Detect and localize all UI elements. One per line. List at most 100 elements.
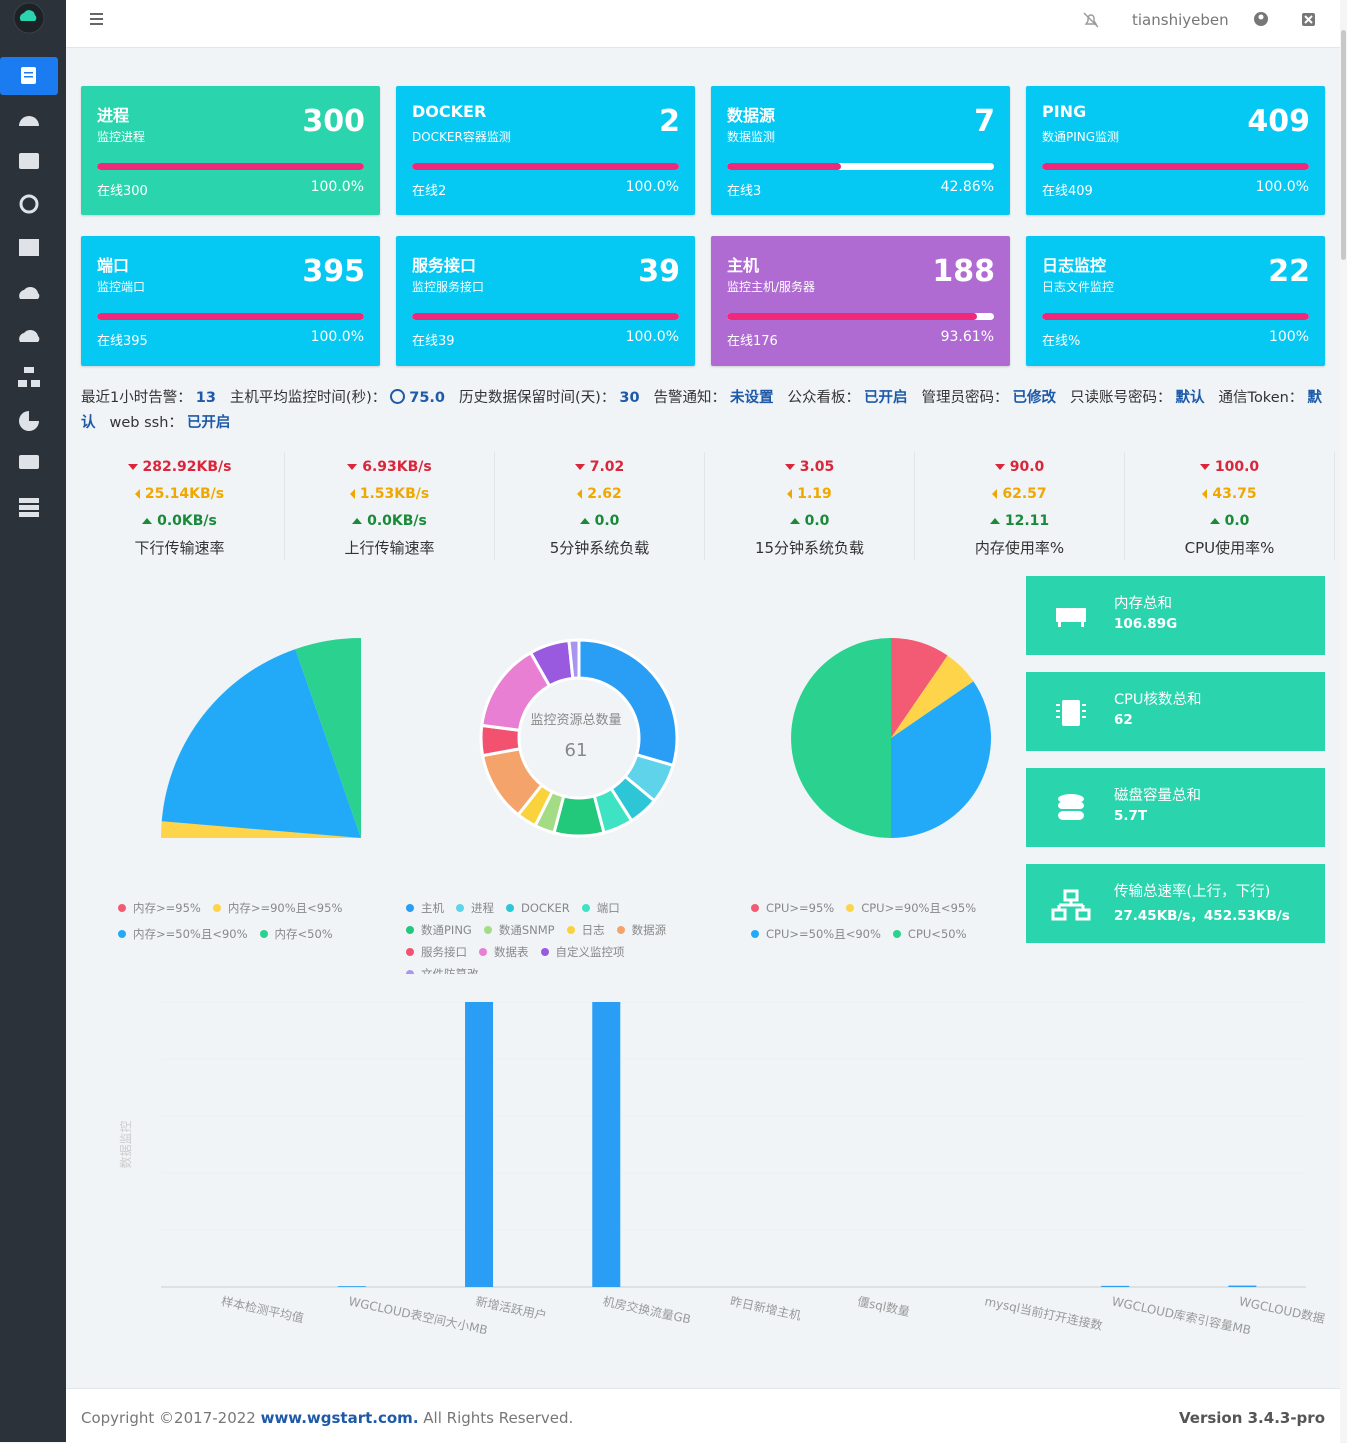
stat-row: 1.53KB/s <box>285 481 494 508</box>
legend-item[interactable]: CPU>=90%且<95% <box>846 900 976 916</box>
card-subtitle: 日志文件监控 <box>1042 280 1115 294</box>
site-link[interactable]: www.wgstart.com. <box>260 1409 419 1427</box>
trend-icon <box>577 489 583 499</box>
info-value: 75.0 <box>409 390 446 406</box>
clock-icon <box>390 389 406 404</box>
legend-item[interactable]: 主机 <box>406 900 444 916</box>
card-subtitle: 监控服务接口 <box>412 280 485 294</box>
pie-slice <box>577 638 679 768</box>
stat-down: 100.0 <box>1214 459 1260 475</box>
info-value: 30 <box>619 390 640 406</box>
legend-marker <box>212 904 221 912</box>
progress-track <box>727 313 994 320</box>
card-online: 在线176 <box>727 334 778 349</box>
stat-label: CPU使用率% <box>1184 539 1275 557</box>
legend-marker <box>259 930 268 938</box>
legend-marker <box>566 926 575 934</box>
notification-icon[interactable] <box>1081 10 1101 30</box>
summary-value: 62 <box>1114 712 1133 728</box>
card-title: 端口 <box>97 256 130 275</box>
card-online: 在线% <box>1042 334 1081 349</box>
legend-marker <box>751 930 759 938</box>
x-tick-label: 样本检测平均值 <box>220 1293 305 1325</box>
stat-column: 100.0 43.75 0.0 CPU使用率% <box>1125 452 1335 560</box>
progress-bar <box>727 313 977 320</box>
stat-down: 282.92KB/s <box>142 459 232 475</box>
legend-item[interactable]: 内存>=50%且<90% <box>118 926 248 942</box>
legend-item[interactable]: DOCKER <box>506 900 570 916</box>
status-info: 最近1小时告警： 13 主机平均监控时间(秒)： 75.0 历史数据保留时间(天)： 30… <box>81 386 1331 436</box>
legend-item[interactable]: 内存>=95% <box>118 900 201 916</box>
legend-item[interactable]: CPU<50% <box>892 926 967 942</box>
legend-marker <box>581 904 590 912</box>
legend-label: 端口 <box>596 901 620 915</box>
card-title: 数据源 <box>727 106 776 125</box>
legend-item[interactable]: 自定义监控项 <box>540 944 625 960</box>
card-online: 在线2 <box>412 184 447 199</box>
legend-item[interactable]: 文件防篡改 <box>406 966 479 974</box>
card-percent: 93.61% <box>940 329 994 345</box>
stat-row: 7.02 <box>495 454 704 481</box>
legend-item[interactable]: 日志 <box>566 922 605 938</box>
stat-mid: 43.75 <box>1212 486 1257 502</box>
legend-item[interactable]: CPU>=50%且<90% <box>751 926 881 942</box>
legend: CPU>=95% CPU>=90%且<95% CPU>=50%且<90% CPU<50… <box>751 900 991 946</box>
legend-label: 内存>=90%且<95% <box>227 901 343 915</box>
card-percent: 100.0% <box>1255 179 1309 195</box>
stat-mid: 25.14KB/s <box>144 486 225 502</box>
stat-down: 6.93KB/s <box>362 459 432 475</box>
x-tick-label: WGCLOUD数据 <box>1238 1293 1326 1326</box>
info-value: 默认 <box>1175 390 1205 406</box>
legend-marker <box>406 970 414 974</box>
legend-item[interactable]: 数据表 <box>479 944 529 960</box>
stat-card: DOCKER DOCKER容器监测 2 在线2 100.0% <box>396 86 695 215</box>
progress-bar <box>97 163 364 170</box>
scrollbar <box>1340 0 1347 1442</box>
summary-label: 内存总和 <box>1114 596 1172 612</box>
stat-row: 62.57 <box>915 481 1124 508</box>
trend-icon <box>347 464 358 470</box>
legend-item[interactable]: 数据源 <box>616 922 666 938</box>
card-title: PING <box>1042 102 1087 121</box>
trend-icon <box>784 464 795 470</box>
legend-item[interactable]: 内存<50% <box>259 926 333 942</box>
summary-label: 传输总速率(上行，下行) <box>1114 884 1271 900</box>
username[interactable]: tianshiyeben <box>1132 11 1229 29</box>
legend-label: 数通SNMP <box>498 923 555 937</box>
trend-icon <box>1202 489 1208 499</box>
stat-row: 0.0KB/s <box>285 508 494 535</box>
stat-up: 12.11 <box>1004 513 1050 529</box>
menu-toggle[interactable] <box>88 10 106 28</box>
card-count: 2 <box>659 104 680 139</box>
x-tick-label: 新增活跃用户 <box>474 1293 548 1323</box>
pie-slice <box>295 638 361 838</box>
legend-item[interactable]: CPU>=95% <box>751 900 834 916</box>
logout-icon[interactable] <box>1300 11 1318 29</box>
stat-row: 25.14KB/s <box>75 481 284 508</box>
stat-row: 6.93KB/s <box>285 454 494 481</box>
pie-slice <box>891 655 974 738</box>
donut-total: 61 <box>565 740 588 761</box>
pie-slice <box>891 638 948 738</box>
legend-item[interactable]: 服务接口 <box>406 944 467 960</box>
legend-item[interactable]: 数通PING <box>406 922 472 938</box>
stat-down: 90.0 <box>1009 459 1045 475</box>
rights-text: All Rights Reserved. <box>418 1409 574 1427</box>
card-percent: 100.0% <box>625 179 679 195</box>
legend-marker <box>751 904 759 912</box>
legend-item[interactable]: 内存>=90%且<95% <box>212 900 343 916</box>
legend-item[interactable]: 进程 <box>456 900 494 916</box>
stat-row: 0.0 <box>705 508 914 535</box>
trend-icon <box>574 464 585 470</box>
legend-item[interactable]: 端口 <box>581 900 620 916</box>
legend-label: 内存<50% <box>274 927 333 941</box>
legend-item[interactable]: 数通SNMP <box>483 922 555 938</box>
legend-label: 数据表 <box>494 945 529 959</box>
progress-track <box>727 163 994 170</box>
stat-column: 3.05 1.19 0.0 15分钟系统负载 <box>705 452 915 560</box>
info-label: 最近1小时告警： <box>81 390 192 406</box>
info-label: web ssh： <box>109 415 183 431</box>
user-icon[interactable] <box>1252 11 1270 29</box>
stat-label: 下行传输速率 <box>134 539 225 557</box>
